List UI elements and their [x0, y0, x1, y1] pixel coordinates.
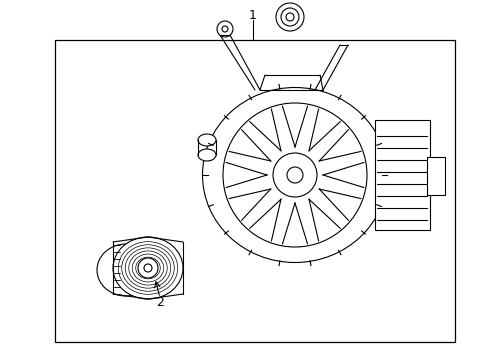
FancyBboxPatch shape	[375, 120, 430, 230]
Circle shape	[286, 13, 294, 21]
Text: 2: 2	[156, 297, 164, 310]
Circle shape	[276, 3, 304, 31]
Circle shape	[222, 26, 228, 32]
Circle shape	[144, 264, 152, 272]
Ellipse shape	[121, 266, 131, 274]
Ellipse shape	[97, 244, 155, 296]
Circle shape	[217, 21, 233, 37]
Bar	[427, 157, 445, 195]
Ellipse shape	[113, 237, 183, 299]
Text: 1: 1	[249, 9, 257, 22]
Circle shape	[138, 258, 158, 278]
Circle shape	[223, 103, 367, 247]
Circle shape	[281, 8, 299, 26]
Circle shape	[287, 167, 303, 183]
Bar	[55, 40, 455, 342]
Ellipse shape	[202, 87, 388, 262]
Ellipse shape	[198, 149, 216, 161]
Circle shape	[273, 153, 317, 197]
Ellipse shape	[198, 134, 216, 146]
